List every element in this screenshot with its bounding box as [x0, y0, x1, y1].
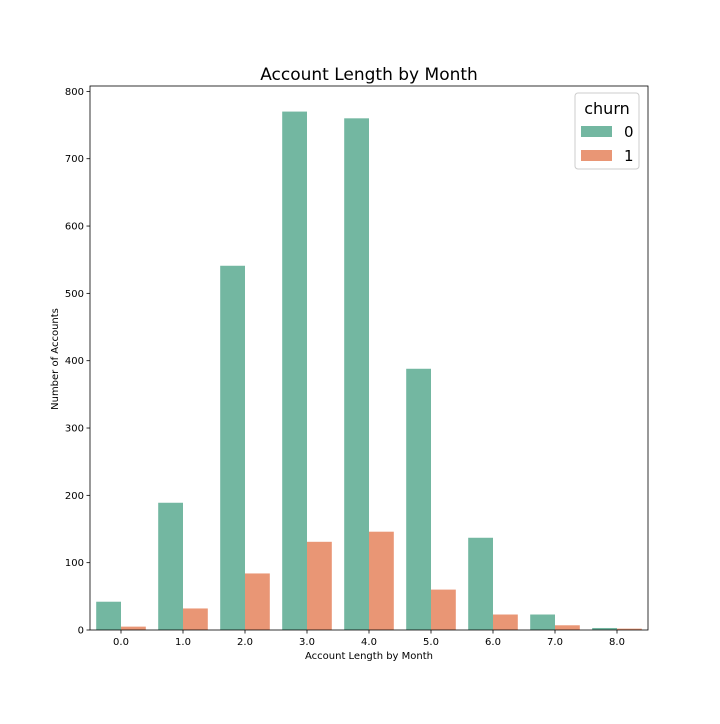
bar-series-0-8.0 [592, 627, 617, 630]
x-tick-label-5.0: 5.0 [423, 637, 439, 648]
bar-series-0-4.0 [344, 118, 369, 630]
x-tick-label-8.0: 8.0 [609, 637, 625, 648]
legend-label-1: 1 [624, 147, 634, 165]
y-tick-label-800: 800 [65, 87, 84, 98]
y-tick-label-500: 500 [65, 289, 84, 300]
bar-series-1-5.0 [431, 589, 456, 630]
bar-series-0-5.0 [406, 368, 431, 630]
y-axis-label: Number of Accounts [50, 308, 61, 410]
bar-series-0-3.0 [282, 111, 307, 630]
legend-title: churn [584, 99, 630, 118]
x-tick-label-4.0: 4.0 [361, 637, 377, 648]
bar-series-1-1.0 [183, 608, 208, 630]
x-tick-label-2.0: 2.0 [237, 637, 253, 648]
bar-series-0-0.0 [96, 601, 121, 630]
bar-series-1-4.0 [369, 531, 394, 630]
y-tick-label-200: 200 [65, 491, 84, 502]
x-tick-label-1.0: 1.0 [175, 637, 191, 648]
x-tick-label-0.0: 0.0 [113, 637, 129, 648]
bar-series-1-3.0 [307, 541, 332, 630]
bar-series-0-6.0 [468, 537, 493, 630]
y-tick-label-0: 0 [78, 626, 84, 637]
legend: churn 0 1 [574, 92, 640, 170]
bar-series-1-0.0 [121, 626, 146, 630]
legend-swatch-1 [581, 150, 612, 161]
bar-series-0-2.0 [220, 265, 245, 630]
x-axis-label: Account Length by Month [305, 651, 433, 662]
y-tick-label-300: 300 [65, 424, 84, 435]
bar-series-1-7.0 [555, 625, 580, 630]
chart-title: Account Length by Month [260, 65, 478, 85]
legend-label-0: 0 [624, 123, 634, 141]
y-tick-label-700: 700 [65, 154, 84, 165]
y-tick-label-100: 100 [65, 558, 84, 569]
x-tick-label-7.0: 7.0 [547, 637, 563, 648]
legend-swatch-0 [581, 126, 612, 137]
x-tick-label-3.0: 3.0 [299, 637, 315, 648]
y-tick-label-400: 400 [65, 356, 84, 367]
bar-series-1-2.0 [245, 573, 270, 630]
y-tick-label-600: 600 [65, 222, 84, 233]
bar-series-1-6.0 [493, 614, 518, 630]
bar-series-1-8.0 [617, 628, 642, 630]
bar-series-0-7.0 [530, 614, 555, 630]
bar-series-0-1.0 [158, 502, 183, 630]
plot-area: 0 100 200 300 400 500 600 700 800 0.0 1.0 2.0 3.0 4.0… [65, 85, 649, 648]
x-tick-label-6.0: 6.0 [485, 637, 501, 648]
